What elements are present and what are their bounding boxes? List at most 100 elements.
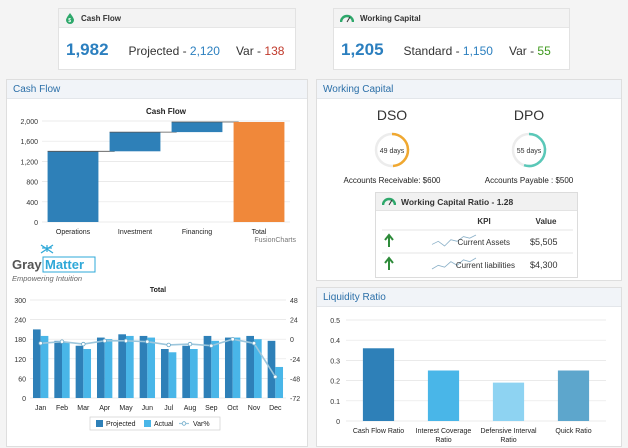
table-row: Current liabilities $4,300 — [384, 256, 558, 270]
x-category-label: Operations — [56, 229, 91, 236]
actual-bar — [211, 340, 220, 398]
total-combo-chart: Total 0 60 120 180 240 300 -72 -48 -24 0 24 48 Jan Feb… — [14, 287, 300, 431]
actual-bar — [40, 335, 49, 398]
var-percent-point — [187, 341, 193, 347]
cash-flow-card-title: Cash Flow — [81, 13, 122, 23]
working-capital-var-label: Var - — [508, 44, 538, 58]
projected-bar — [32, 329, 41, 398]
actual-bar — [232, 337, 241, 398]
projected-value: 2,120 — [189, 44, 220, 58]
month-label: Jun — [142, 405, 153, 412]
month-label: Apr — [99, 405, 111, 412]
month-label: Aug — [184, 405, 197, 412]
projected-bar — [139, 335, 148, 398]
working-capital-value: 1,205 — [341, 40, 384, 59]
y2-tick-label: -24 — [290, 357, 300, 364]
dso-dpo-gauges: DSO 49 days Accounts Receivable: $600 DP… — [344, 107, 574, 185]
legend-label: Projected — [106, 421, 136, 428]
up-arrow-icon — [384, 256, 394, 270]
current-liabilities-value: $4,300 — [530, 260, 558, 270]
liquidity-ratio-chart: 0 0.1 0.2 0.3 0.4 0.5 Cash Flow Ratio Interest … — [330, 318, 606, 444]
liquidity-ratio-panel-title: Liquidity Ratio — [317, 288, 621, 307]
legend-box — [89, 416, 221, 431]
month-label: Sep — [205, 405, 218, 412]
actual-bar — [275, 366, 284, 398]
actual-bar — [62, 342, 70, 398]
y-tick-label: 0 — [336, 419, 340, 426]
projected-bar — [118, 334, 126, 398]
col-kpi-header: KPI — [477, 217, 490, 226]
actual-bar — [104, 339, 113, 398]
up-arrow-icon — [384, 233, 394, 247]
category-label: Cash Flow Ratio — [353, 428, 404, 435]
svg-text:$: $ — [68, 18, 71, 24]
y-tick-label: 0.3 — [330, 358, 340, 365]
cash-flow-var-value: 138 — [264, 44, 285, 58]
gray-matter-logo: Gray Matter Empowering Intuition — [11, 244, 101, 286]
projected-bar — [182, 345, 190, 398]
month-label: Jul — [164, 405, 173, 412]
month-label: Dec — [269, 405, 282, 412]
y2-tick-label: 48 — [290, 298, 298, 305]
fusioncharts-watermark: FusionCharts — [254, 237, 296, 244]
logo-graphic: Gray Matter Empowering Intuition — [12, 244, 96, 283]
waterfall-bar — [109, 132, 161, 152]
y-tick-label: 0.1 — [330, 399, 340, 406]
col-value-header: Value — [536, 217, 557, 226]
current-liabilities-label: Current liabilities — [456, 261, 515, 270]
x-category-label: Investment — [118, 229, 152, 236]
var-percent-point — [123, 338, 129, 344]
projected-bar — [75, 345, 84, 398]
y-tick-label: 120 — [14, 357, 26, 364]
legend-label: Var% — [193, 421, 210, 428]
dpo-caption: Accounts Payable : $500 — [485, 176, 574, 185]
current-assets-value: $5,505 — [530, 237, 558, 247]
y-tick-label: 180 — [14, 337, 26, 344]
category-label: Ratio — [435, 437, 451, 444]
combo-legend[interactable]: Projected Actual Var% — [89, 416, 221, 431]
wc-ratio-rows: KPI Value Current Assets $5,505 Current … — [382, 217, 573, 270]
category-label: Interest Coverage — [416, 428, 472, 435]
y-tick-label: 1,600 — [20, 139, 38, 146]
liquidity-bar — [427, 370, 460, 421]
category-label: Ratio — [500, 437, 516, 444]
cash-flow-waterfall-chart: Cash Flow 0 400 800 1,200 1,600 2,000 Operation… — [20, 107, 296, 244]
x-category-label: Total — [252, 229, 267, 236]
projected-bar — [224, 337, 233, 398]
waterfall-bar — [233, 122, 285, 222]
legend-label: Actual — [154, 421, 174, 428]
current-assets-sparkline — [431, 234, 477, 247]
cash-flow-value: 1,982 — [66, 40, 109, 59]
var-percent-point — [230, 337, 235, 342]
var-percent-point — [81, 341, 86, 347]
category-label: Defensive Interval — [480, 428, 536, 435]
logo-name-gray: Gray — [12, 257, 42, 272]
y-tick-label: 300 — [14, 298, 26, 305]
projected-bar — [246, 335, 254, 398]
actual-bar — [254, 339, 262, 398]
dpo-gauge-arc — [523, 132, 547, 168]
y2-tick-label: 24 — [290, 318, 298, 325]
actual-bar — [168, 352, 177, 398]
x-category-label: Financing — [182, 229, 212, 236]
waterfall-bar — [47, 151, 99, 222]
y2-tick-label: -72 — [290, 396, 300, 403]
dpo-gauge-value: 55 days — [517, 148, 542, 155]
cash-flow-kpi-card: $ Cash Flow 1,982 Projected - 2,120 Var … — [58, 8, 296, 70]
waterfall-bar — [171, 122, 223, 133]
working-capital-ratio-table: Working Capital Ratio - 1.28 KPI Value C… — [375, 192, 578, 278]
current-liabilities-sparkline — [431, 257, 477, 270]
dso-title: DSO — [377, 107, 407, 123]
dso-gauge-arc — [391, 132, 410, 168]
standard-label: Standard - — [403, 44, 463, 58]
month-label: May — [119, 405, 133, 412]
gauge-icon — [340, 14, 354, 23]
projected-bar — [96, 337, 105, 398]
projected-label: Projected - — [128, 44, 190, 58]
y-tick-label: 240 — [14, 318, 26, 325]
y-tick-label: 60 — [18, 376, 26, 383]
legend-swatch — [96, 420, 103, 427]
wc-ratio-title: Working Capital Ratio - 1.28 — [401, 196, 514, 207]
y-tick-label: 1,200 — [20, 159, 38, 166]
month-label: Feb — [56, 405, 68, 412]
